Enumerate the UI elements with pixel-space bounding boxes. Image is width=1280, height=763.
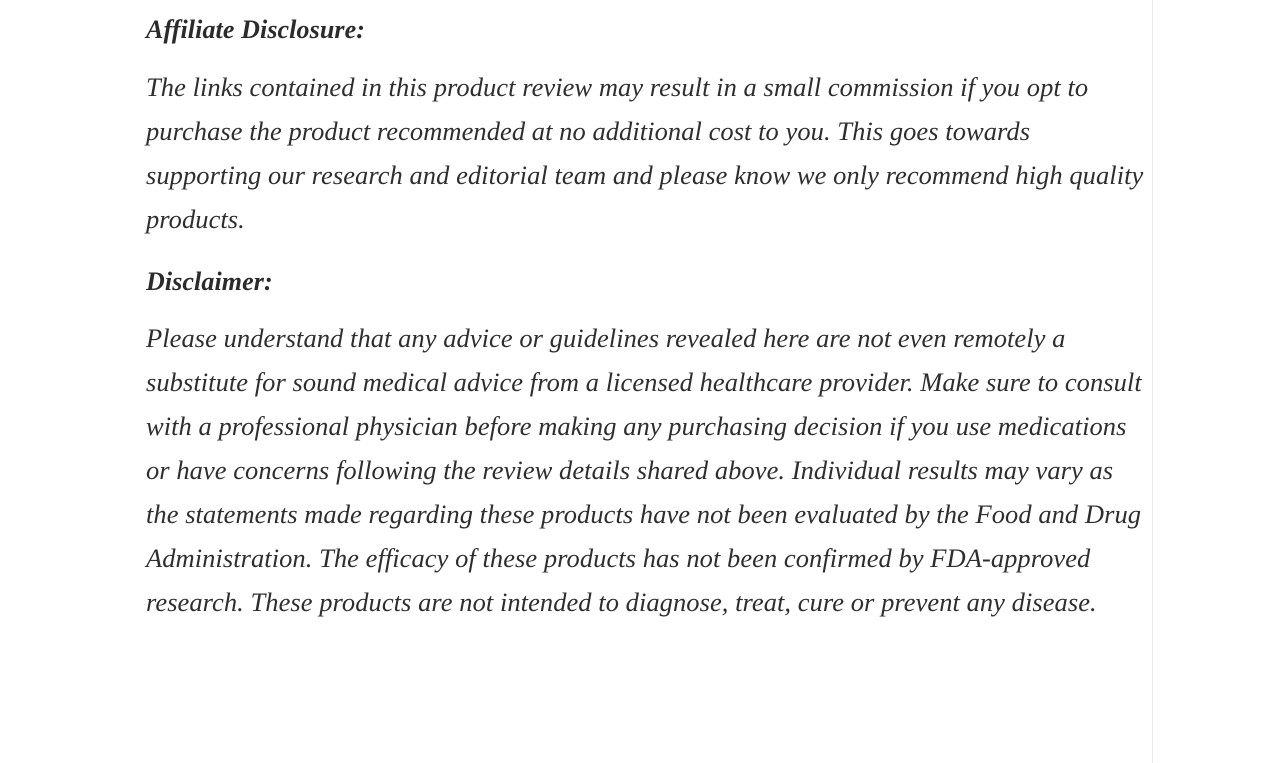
- article-text-block: Affiliate Disclosure: The links containe…: [146, 14, 1151, 624]
- disclaimer-paragraph: Please understand that any advice or gui…: [146, 323, 1142, 617]
- affiliate-disclosure-heading: Affiliate Disclosure:: [146, 15, 365, 44]
- affiliate-disclosure-paragraph: The links contained in this product revi…: [146, 71, 1144, 234]
- disclaimer-heading: Disclaimer:: [146, 266, 273, 296]
- article-content-column: Affiliate Disclosure: The links containe…: [146, 14, 1151, 624]
- content-sidebar-divider: [1152, 0, 1153, 763]
